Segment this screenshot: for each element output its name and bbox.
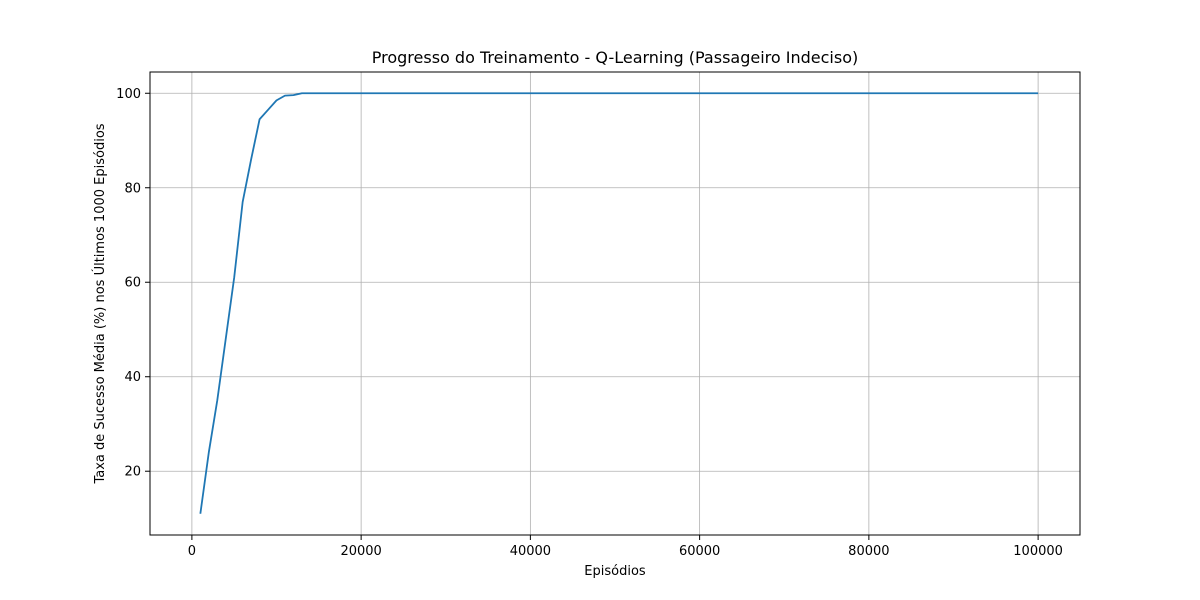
series-line — [199, 92, 1039, 514]
x-tick-label: 0 — [188, 544, 196, 559]
series-layer — [199, 92, 1039, 514]
plot-frame — [149, 71, 1081, 536]
x-tick-label: 40000 — [510, 544, 551, 559]
y-tick-label: 20 — [124, 465, 141, 480]
x-tick-label: 60000 — [679, 544, 720, 559]
y-tick-label: 80 — [124, 181, 141, 196]
y-axis: 20 40 60 80 100 — [116, 87, 150, 480]
y-tick-label: 100 — [116, 87, 141, 102]
y-tick-label: 60 — [124, 276, 141, 291]
x-tick-label: 20000 — [340, 544, 381, 559]
chart-title: Progresso do Treinamento - Q-Learning (P… — [372, 48, 858, 67]
x-axis-title: Episódios — [584, 564, 646, 579]
y-axis-title: Taxa de Sucesso Média (%) nos Últimos 10… — [92, 123, 108, 484]
y-tick-label: 40 — [124, 370, 141, 385]
x-tick-label: 100000 — [1013, 544, 1063, 559]
x-tick-label: 80000 — [848, 544, 889, 559]
x-axis: 0 20000 40000 60000 80000 100000 — [188, 535, 1063, 559]
